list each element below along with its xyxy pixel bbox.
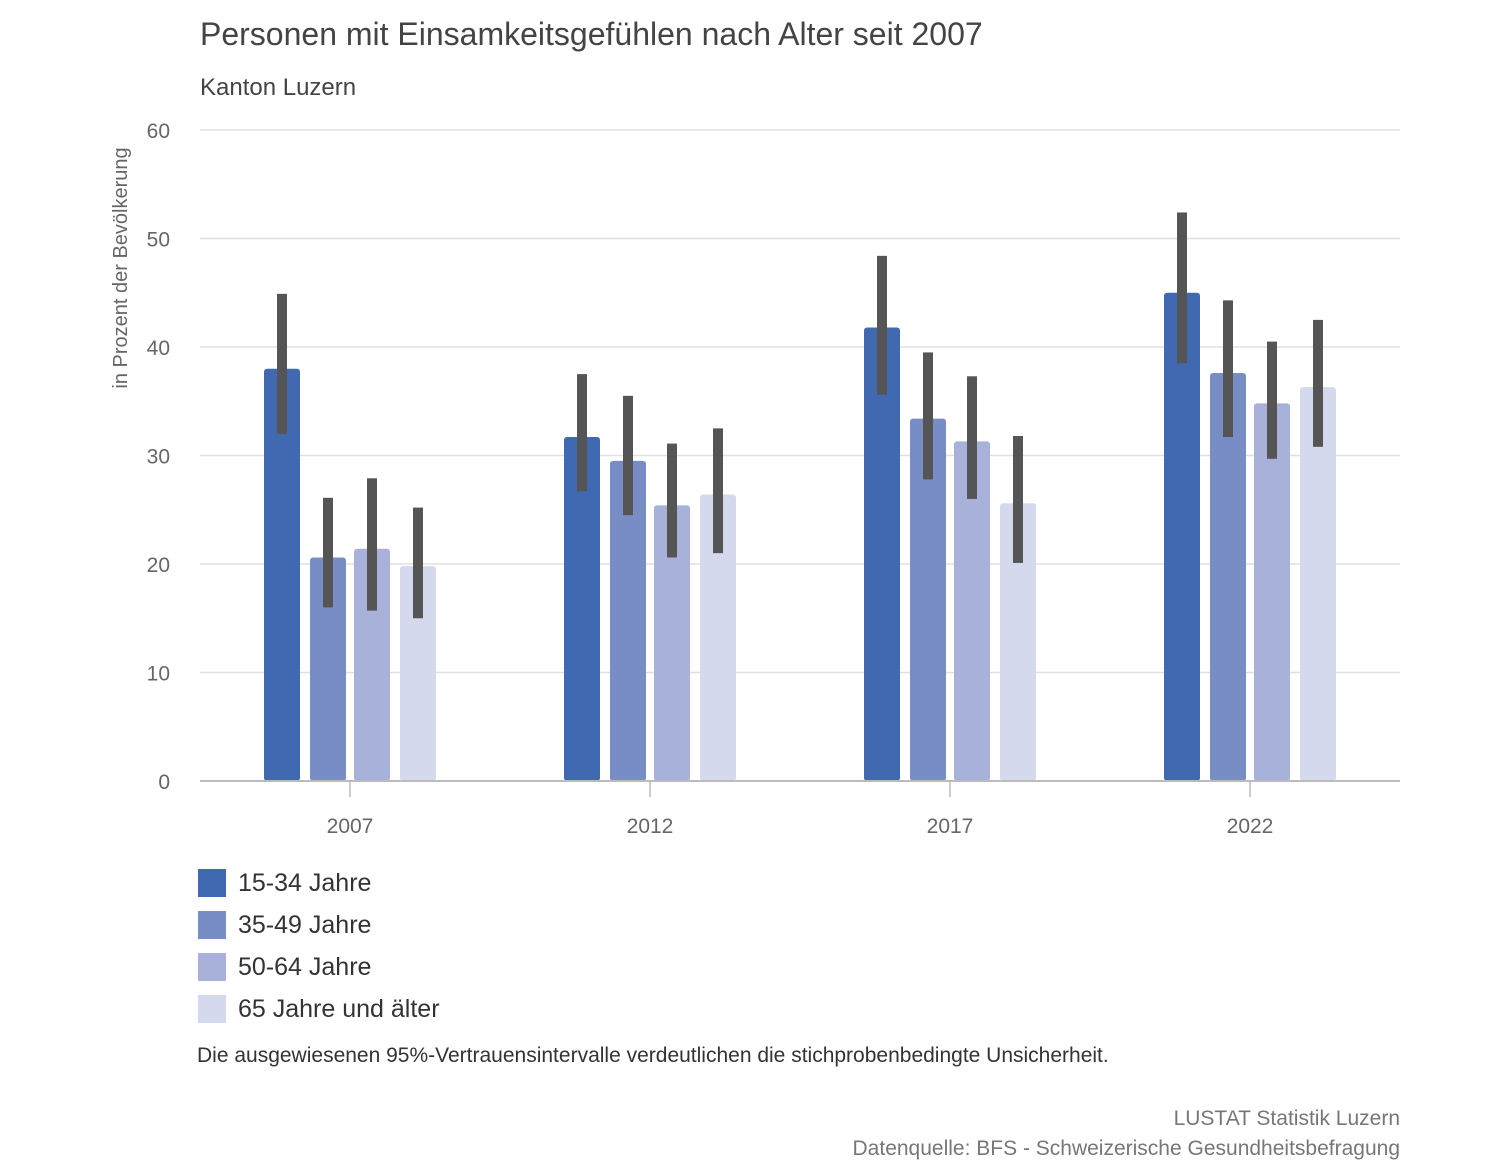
y-tick-label: 50 bbox=[147, 229, 170, 252]
error-bar bbox=[877, 255, 887, 395]
error-bar bbox=[1267, 341, 1277, 459]
error-bar bbox=[1013, 435, 1023, 563]
legend-label: 35-49 Jahre bbox=[238, 910, 372, 939]
bar bbox=[610, 460, 646, 781]
error-bar bbox=[667, 443, 677, 558]
legend-item[interactable]: 35-49 Jahre bbox=[198, 904, 440, 946]
legend-label: 65 Jahre und älter bbox=[238, 994, 440, 1023]
bar bbox=[264, 368, 300, 781]
x-tick-label: 2022 bbox=[1227, 815, 1274, 838]
bar bbox=[1000, 503, 1036, 781]
y-tick-label: 0 bbox=[158, 771, 170, 794]
x-tick-label: 2007 bbox=[327, 815, 374, 838]
legend: 15-34 Jahre 35-49 Jahre 50-64 Jahre 65 Jahr… bbox=[198, 862, 440, 1030]
credit-source: Datenquelle: BFS - Schweizerische Gesund… bbox=[852, 1137, 1400, 1160]
error-bar bbox=[1313, 319, 1323, 447]
bar bbox=[354, 548, 390, 781]
legend-swatch bbox=[198, 995, 226, 1023]
legend-swatch bbox=[198, 911, 226, 939]
y-tick-label: 60 bbox=[147, 120, 170, 143]
credit-publisher: LUSTAT Statistik Luzern bbox=[1173, 1107, 1400, 1130]
error-bar bbox=[577, 374, 587, 492]
bar bbox=[654, 505, 690, 781]
bar bbox=[1164, 292, 1200, 781]
chart-note: Die ausgewiesenen 95%-Vertrauensinterval… bbox=[197, 1044, 1109, 1067]
bar bbox=[1300, 387, 1336, 781]
bar bbox=[1210, 373, 1246, 781]
error-bar bbox=[713, 428, 723, 554]
error-bar bbox=[1223, 300, 1233, 438]
y-tick-label: 30 bbox=[147, 446, 170, 469]
bar bbox=[310, 557, 346, 781]
x-tick-label: 2017 bbox=[927, 815, 974, 838]
bar bbox=[400, 566, 436, 781]
legend-label: 15-34 Jahre bbox=[238, 868, 372, 897]
x-tick-label: 2012 bbox=[627, 815, 674, 838]
y-axis-label: in Prozent der Bevölkerung bbox=[110, 147, 132, 388]
bar bbox=[864, 327, 900, 781]
error-bar bbox=[323, 497, 333, 608]
credits: LUSTAT Statistik Luzern Datenquelle: BFS… bbox=[853, 1104, 1400, 1164]
error-bar bbox=[623, 395, 633, 516]
error-bar bbox=[967, 376, 977, 499]
bar bbox=[910, 418, 946, 781]
error-bar bbox=[923, 352, 933, 480]
error-bar bbox=[1177, 212, 1187, 364]
legend-item[interactable]: 65 Jahre und älter bbox=[198, 988, 440, 1030]
bar bbox=[700, 494, 736, 781]
error-bar bbox=[367, 478, 377, 611]
legend-swatch bbox=[198, 869, 226, 897]
bar bbox=[1254, 403, 1290, 781]
bar bbox=[564, 437, 600, 781]
legend-item[interactable]: 50-64 Jahre bbox=[198, 946, 440, 988]
y-tick-label: 40 bbox=[147, 337, 170, 360]
legend-label: 50-64 Jahre bbox=[238, 952, 372, 981]
legend-swatch bbox=[198, 953, 226, 981]
error-bar bbox=[277, 293, 287, 434]
bar bbox=[954, 441, 990, 781]
legend-item[interactable]: 15-34 Jahre bbox=[198, 862, 440, 904]
y-tick-label: 20 bbox=[147, 554, 170, 577]
chart-title: Personen mit Einsamkeitsgefühlen nach Al… bbox=[200, 16, 983, 52]
y-tick-label: 10 bbox=[147, 663, 170, 686]
error-bar bbox=[413, 507, 423, 619]
chart-subtitle: Kanton Luzern bbox=[200, 74, 357, 101]
